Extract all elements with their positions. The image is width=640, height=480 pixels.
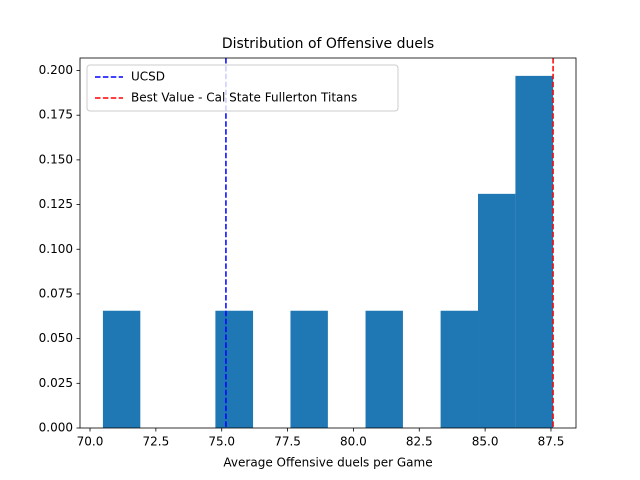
legend-label: UCSD — [131, 70, 165, 84]
legend-label: Best Value - Cal State Fullerton Titans — [131, 91, 357, 105]
y-tick-label: 0.200 — [39, 63, 73, 77]
legend: UCSD Best Value - Cal State Fullerton Tit… — [86, 64, 399, 112]
bar — [102, 310, 141, 428]
bar — [515, 75, 554, 429]
x-tick-label: 80.0 — [340, 435, 367, 449]
y-tick-label: 0.025 — [39, 376, 73, 390]
y-tick-label: 0.075 — [39, 286, 73, 300]
y-tick-label: 0.100 — [39, 242, 73, 256]
x-tick-label: 72.5 — [143, 435, 170, 449]
x-tick-label: 87.5 — [538, 435, 565, 449]
x-tick-label: 70.0 — [77, 435, 104, 449]
x-tick-label: 85.0 — [472, 435, 499, 449]
bar — [365, 310, 403, 428]
y-tick-label: 0.175 — [39, 108, 73, 122]
chart-title: Distribution of Offensive duels — [222, 36, 434, 52]
y-tick-label: 0.150 — [39, 152, 73, 166]
x-tick-label: 82.5 — [406, 435, 433, 449]
legend-frame — [86, 64, 399, 112]
axes-frame — [79, 57, 577, 429]
y-tick-label: 0.050 — [39, 331, 73, 345]
bar — [215, 310, 254, 428]
bar — [478, 193, 516, 428]
y-tick-label: 0.125 — [39, 197, 73, 211]
y-tick-label: 0.000 — [39, 421, 73, 435]
x-axis-label: Average Offensive duels per Game — [223, 456, 432, 470]
bar — [440, 310, 479, 428]
x-tick-label: 77.5 — [274, 435, 301, 449]
x-tick-label: 75.0 — [208, 435, 235, 449]
bar — [290, 310, 328, 428]
